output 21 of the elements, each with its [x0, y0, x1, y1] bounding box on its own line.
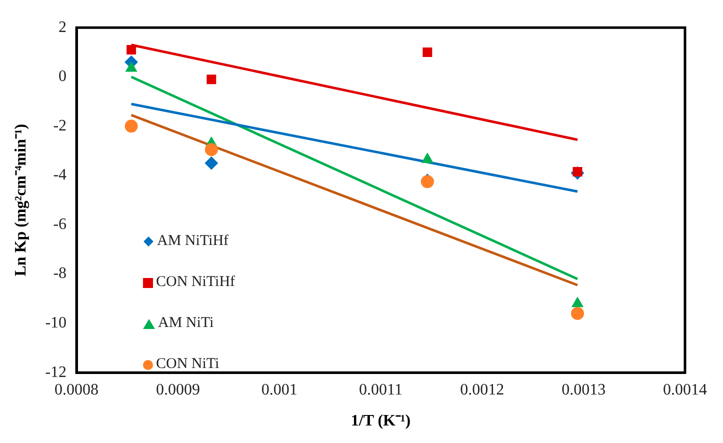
legend-label: CON NiTi [156, 356, 220, 373]
y-tick-label: -8 [53, 265, 67, 282]
x-axis-title: 1/T (K⁻¹) [350, 412, 411, 430]
y-tick-label: -12 [45, 364, 67, 381]
legend-label: AM NiTi [158, 315, 214, 332]
y-axis-title: Ln Kp (mg²cm⁻⁴min⁻¹) [12, 124, 30, 276]
x-tick-label: 0.0008 [54, 381, 99, 398]
y-tick-label: 2 [58, 18, 67, 36]
x-tick-label: 0.0011 [359, 381, 402, 398]
y-tick-label: -6 [53, 216, 67, 233]
x-tick-label: 0.0012 [460, 381, 504, 398]
y-tick-label: -4 [53, 166, 67, 184]
x-tick-label: 0.0014 [663, 381, 707, 398]
x-tick-label: 0.0013 [562, 381, 606, 398]
x-tick-label: 0.0009 [156, 381, 200, 398]
y-tick-label: -2 [53, 117, 67, 134]
legend-label: CON NiTiHf [156, 274, 236, 291]
y-tick-label: -10 [45, 314, 67, 332]
y-tick-label: 0 [58, 68, 67, 86]
legend-label: AM NiTiHf [157, 233, 229, 250]
x-tick-label: 0.001 [261, 381, 298, 398]
